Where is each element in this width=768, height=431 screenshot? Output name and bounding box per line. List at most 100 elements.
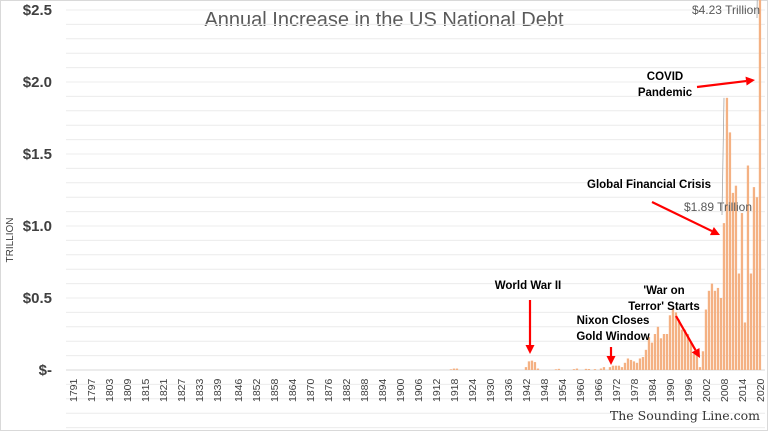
bar-1982 bbox=[644, 349, 648, 370]
x-tick-label: 1809 bbox=[122, 378, 134, 402]
bar-2017 bbox=[749, 273, 753, 370]
x-tick-label: 1894 bbox=[377, 378, 389, 402]
y-tick-label: $0.5 bbox=[23, 290, 52, 307]
bar-2002 bbox=[704, 309, 708, 370]
bar-1962 bbox=[584, 368, 588, 370]
x-tick-label: 1833 bbox=[194, 378, 206, 402]
x-tick-label: 2002 bbox=[701, 378, 713, 402]
x-tick-label: 2008 bbox=[719, 378, 731, 402]
bar-1995 bbox=[683, 329, 687, 370]
bar-1977 bbox=[629, 359, 633, 370]
bar-2008 bbox=[722, 223, 726, 370]
x-tick-label: 1827 bbox=[176, 378, 188, 402]
bar-2001 bbox=[701, 351, 705, 370]
x-tick-label: 1882 bbox=[341, 378, 353, 402]
x-tick-label: 1839 bbox=[212, 378, 224, 402]
bar-2013 bbox=[737, 273, 741, 370]
bar-2011 bbox=[731, 192, 735, 370]
ww2-arrow bbox=[525, 300, 535, 354]
bar-1993 bbox=[677, 319, 681, 370]
x-tick-label: 1870 bbox=[305, 378, 317, 402]
bar-2007 bbox=[719, 298, 723, 370]
bar-2010 bbox=[728, 132, 732, 370]
bar-1942 bbox=[524, 367, 528, 370]
bar-1965 bbox=[593, 369, 597, 370]
bar-1998 bbox=[692, 354, 696, 370]
x-tick-label: 1821 bbox=[158, 378, 170, 402]
bar-1985 bbox=[653, 334, 657, 370]
x-tick-label: 1930 bbox=[485, 378, 497, 402]
y-axis-label: TRILLION bbox=[5, 217, 16, 262]
ww2-annotation: World War II bbox=[495, 280, 561, 292]
bar-1976 bbox=[626, 358, 630, 370]
x-tick-label: 1960 bbox=[575, 378, 587, 402]
bar-1999 bbox=[695, 351, 699, 370]
bar-1980 bbox=[638, 358, 642, 370]
x-tick-label: 1954 bbox=[557, 378, 569, 402]
covid-value-label: $4.23 Trillion bbox=[692, 3, 760, 17]
bar-1919 bbox=[455, 368, 459, 370]
bar-1917 bbox=[449, 369, 453, 370]
y-tick-label: $1.0 bbox=[23, 218, 52, 235]
x-tick-label: 2014 bbox=[737, 378, 749, 402]
bar-1943 bbox=[527, 361, 531, 370]
bar-2000 bbox=[698, 367, 702, 370]
arrow-shaft bbox=[675, 315, 697, 351]
credit-text: The Sounding Line.com bbox=[610, 408, 760, 423]
bar-2014 bbox=[740, 213, 744, 370]
bar-1971 bbox=[611, 365, 615, 370]
bar-1984 bbox=[650, 342, 654, 370]
x-tick-label: 1948 bbox=[539, 378, 551, 402]
bar-1974 bbox=[620, 367, 624, 370]
x-tick-label: 1966 bbox=[593, 378, 605, 402]
x-tick-label: 1996 bbox=[683, 378, 695, 402]
x-tick-label: 1912 bbox=[431, 378, 443, 402]
x-tick-label: 1791 bbox=[68, 378, 80, 402]
bar-2003 bbox=[707, 290, 711, 370]
arrow-head bbox=[525, 345, 535, 354]
bar-1944 bbox=[530, 360, 534, 370]
covid-arrow bbox=[696, 76, 755, 89]
bar-1973 bbox=[617, 365, 621, 370]
bar-2004 bbox=[710, 283, 714, 370]
x-tick-label: 1978 bbox=[629, 378, 641, 402]
bar-1968 bbox=[602, 367, 606, 370]
chart-title: Annual Increase in the US National Debt bbox=[204, 9, 564, 31]
bar-2006 bbox=[716, 287, 720, 370]
bar-1996 bbox=[686, 334, 690, 370]
x-tick-label: 1858 bbox=[269, 378, 281, 402]
bar-1967 bbox=[599, 368, 603, 370]
arrow-head bbox=[709, 227, 720, 236]
leader-line bbox=[721, 97, 725, 216]
y-tick-label: $2.5 bbox=[23, 2, 52, 19]
bar-2015 bbox=[743, 322, 747, 370]
gfc-annotation: Global Financial Crisis bbox=[587, 179, 711, 191]
x-tick-label: 1864 bbox=[287, 378, 299, 402]
bar-2018 bbox=[752, 187, 756, 370]
bar-2009 bbox=[725, 97, 729, 370]
bar-1918 bbox=[452, 368, 456, 370]
nixon-arrow bbox=[606, 347, 616, 365]
bar-1979 bbox=[635, 362, 639, 370]
bar-1986 bbox=[656, 326, 660, 370]
x-tick-label: 1888 bbox=[359, 378, 371, 402]
x-tick-label: 1990 bbox=[665, 378, 677, 402]
arrow-shaft bbox=[696, 79, 747, 89]
y-tick-label: $1.5 bbox=[23, 146, 52, 163]
arrow-head bbox=[691, 347, 700, 358]
bar-1990 bbox=[668, 315, 672, 370]
x-tick-label: 1876 bbox=[323, 378, 335, 402]
bar-1987 bbox=[659, 338, 663, 370]
x-tick-label: 1984 bbox=[647, 378, 659, 402]
bar-2020 bbox=[758, 0, 762, 370]
x-tick-label: 1906 bbox=[413, 378, 425, 402]
gfc-value-label: $1.89 Trillion bbox=[684, 200, 752, 214]
terror-annotation: 'War on bbox=[643, 285, 684, 297]
gfc-arrow bbox=[651, 201, 720, 236]
bar-1958 bbox=[572, 369, 576, 370]
bar-2012 bbox=[734, 185, 738, 370]
bar-1953 bbox=[557, 368, 561, 370]
covid-annotation: Pandemic bbox=[638, 87, 693, 99]
bar-1946 bbox=[536, 368, 540, 370]
